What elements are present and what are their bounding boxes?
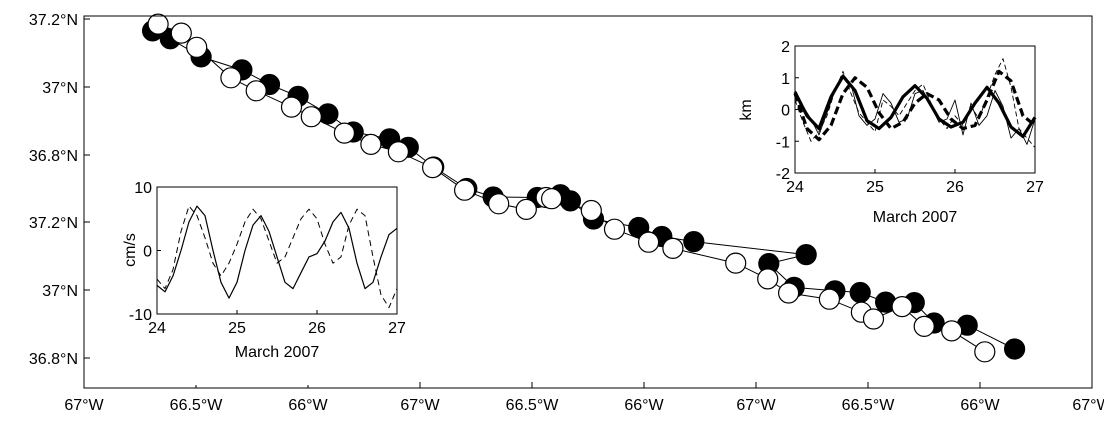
main-x-tick-label: 66°W bbox=[624, 397, 664, 414]
open-drifter-marker bbox=[862, 308, 885, 330]
open-drifter-marker bbox=[245, 80, 267, 102]
open-drifter-marker bbox=[777, 282, 800, 304]
open-drifter-marker bbox=[488, 193, 510, 215]
open-drifter-marker bbox=[757, 268, 779, 290]
inset-displacement-series-thin-solid bbox=[794, 74, 1036, 145]
open-drifter-marker bbox=[333, 122, 355, 144]
inset-displacement-x-tick-label: 26 bbox=[946, 179, 964, 196]
inset-displacement-x-tick-label: 27 bbox=[1026, 179, 1044, 196]
open-drifter-marker bbox=[220, 67, 242, 89]
inset-displacement-x-tick-label: 24 bbox=[786, 179, 804, 196]
inset-displacement-lines bbox=[793, 58, 1037, 148]
inset-velocity-xlabel: March 2007 bbox=[235, 344, 320, 361]
inset-displacement-x-ticks: 24 25 26 27 bbox=[786, 169, 1044, 196]
filled-drifter-marker bbox=[795, 244, 817, 266]
main-markers bbox=[142, 13, 1026, 363]
filled-drifter-marker bbox=[683, 231, 705, 253]
open-drifter-marker bbox=[422, 157, 444, 179]
inset-velocity-series-solid bbox=[156, 205, 398, 299]
open-drifter-marker bbox=[603, 218, 626, 240]
open-drifter-marker bbox=[360, 133, 382, 155]
main-y-tick-label: 37.2°N bbox=[29, 12, 78, 29]
main-x-tick-label: 67°W bbox=[64, 397, 104, 414]
main-x-tick-label: 66.5°W bbox=[170, 397, 224, 414]
main-y-ticks: 37.2°N 37°N 36.8°N 37.2°N 37°N 36.8°N bbox=[29, 12, 90, 368]
inset-velocity-x-tick-label: 25 bbox=[228, 320, 246, 337]
inset-displacement-y-tick-label: 0 bbox=[781, 103, 790, 120]
open-drifter-marker bbox=[891, 296, 913, 318]
main-x-tick-label: 66.5°W bbox=[842, 397, 896, 414]
main-y-tick-label: 37°N bbox=[42, 80, 78, 97]
inset-velocity-y-tick-label: 10 bbox=[134, 180, 152, 197]
open-drifter-marker bbox=[662, 237, 684, 259]
main-x-tick-label: 66°W bbox=[288, 397, 328, 414]
open-drifter-marker bbox=[170, 22, 192, 44]
inset-velocity-y-ticks: 10 0 -10 bbox=[129, 180, 161, 324]
inset-velocity-y-tick-label: -10 bbox=[129, 307, 152, 324]
inset-displacement-y-ticks: 2 1 0 -1 -2 bbox=[776, 39, 799, 183]
open-drifter-marker bbox=[515, 198, 537, 220]
open-drifter-marker bbox=[147, 13, 169, 35]
inset-displacement-x-tick-label: 25 bbox=[866, 179, 884, 196]
inset-velocity-background bbox=[110, 175, 417, 385]
inset-displacement-series-thin-dashed bbox=[794, 58, 1036, 148]
main-x-tick-label: 67°W bbox=[1072, 397, 1104, 414]
inset-velocity-x-tick-label: 24 bbox=[148, 320, 166, 337]
main-x-ticks: 67°W 66.5°W 66°W 67°W 66.5°W 66°W 67°W 66.5°W 66… bbox=[64, 382, 1104, 414]
inset-velocity-ylabel: cm/s bbox=[122, 233, 139, 267]
main-y-tick-label: 36.8°N bbox=[29, 148, 78, 165]
main-x-tick-label: 66.5°W bbox=[506, 397, 560, 414]
open-drifter-marker bbox=[280, 96, 303, 118]
filled-drifter-marker bbox=[628, 216, 650, 239]
inset-velocity: 24 25 26 27 10 0 -10 March 2007 cm/s bbox=[110, 175, 417, 385]
open-drifter-marker bbox=[580, 199, 602, 222]
filled-drifter-marker bbox=[849, 281, 871, 304]
main-x-tick-label: 67°W bbox=[736, 397, 776, 414]
open-drifter-marker bbox=[387, 141, 409, 163]
inset-displacement: 24 25 26 27 2 1 0 -1 -2 March 2007 km bbox=[725, 38, 1050, 238]
inset-displacement-y-tick-label: -1 bbox=[776, 134, 790, 151]
open-drifter-marker bbox=[454, 179, 476, 201]
main-y-tick-label: 37°N bbox=[42, 283, 78, 300]
inset-displacement-series-thick-dashed bbox=[793, 69, 1036, 142]
open-drifter-marker bbox=[637, 231, 660, 253]
open-drifter-marker bbox=[818, 288, 841, 310]
inset-displacement-background bbox=[725, 38, 1050, 238]
inset-displacement-y-tick-label: 2 bbox=[781, 39, 790, 56]
open-drifter-marker bbox=[540, 188, 563, 210]
main-axes-box bbox=[83, 15, 1093, 389]
inset-velocity-y-tick-label: 0 bbox=[143, 244, 152, 261]
inset-velocity-lines bbox=[156, 205, 398, 309]
inset-displacement-xlabel: March 2007 bbox=[873, 209, 958, 226]
filled-drifter-marker bbox=[559, 190, 582, 212]
main-y-tick-label: 37.2°N bbox=[29, 215, 78, 232]
open-drifter-marker bbox=[186, 36, 208, 58]
open-drifter-marker bbox=[300, 106, 322, 128]
inset-displacement-y-tick-label: -2 bbox=[776, 166, 790, 183]
open-drifter-marker bbox=[941, 320, 963, 342]
open-drifter-marker bbox=[974, 341, 996, 363]
main-x-tick-label: 67°W bbox=[400, 397, 440, 414]
open-drifter-marker bbox=[913, 315, 935, 337]
inset-velocity-x-tick-label: 27 bbox=[388, 320, 406, 337]
main-plot: 67°W 66.5°W 66°W 67°W 66.5°W 66°W 67°W 66.5°W 66… bbox=[29, 12, 1104, 414]
inset-velocity-x-ticks: 24 25 26 27 bbox=[148, 310, 406, 337]
open-drifter-marker bbox=[725, 252, 747, 274]
inset-velocity-series-dashed bbox=[156, 205, 398, 309]
inset-velocity-x-tick-label: 26 bbox=[308, 320, 326, 337]
main-y-tick-label: 36.8°N bbox=[29, 351, 78, 368]
main-x-tick-label: 66°W bbox=[960, 397, 1000, 414]
filled-drifter-marker bbox=[1003, 338, 1026, 360]
inset-displacement-y-tick-label: 1 bbox=[781, 71, 790, 88]
inset-displacement-ylabel: km bbox=[738, 99, 755, 120]
